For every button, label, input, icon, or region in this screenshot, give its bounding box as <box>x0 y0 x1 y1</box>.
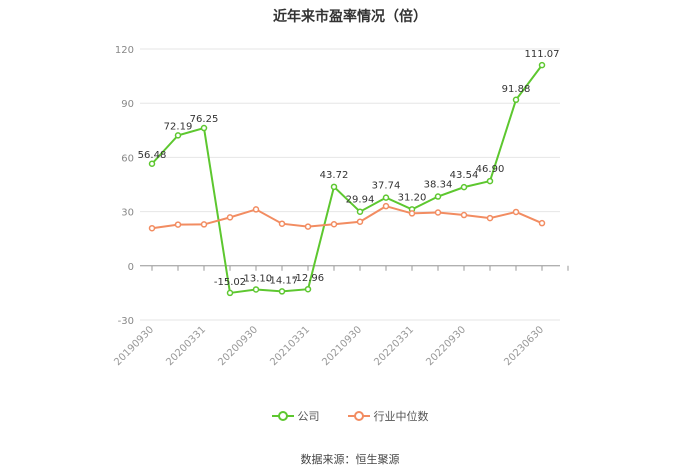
industry-median-data-point <box>538 219 546 227</box>
company-data-point <box>486 177 494 185</box>
company-data-point <box>148 160 156 168</box>
legend-item-company[interactable]: 公司 <box>271 408 320 424</box>
x-tick-label: 20210930 <box>320 324 364 368</box>
legend-industry-median-label: 行业中位数 <box>373 410 429 423</box>
x-tick-label: 20200331 <box>164 324 208 368</box>
x-tick-label: 20230630 <box>502 324 546 368</box>
industry-median-data-point <box>278 220 286 227</box>
x-tick-label: 20220930 <box>424 324 468 368</box>
industry-median-data-point <box>486 214 494 222</box>
company-data-point <box>330 183 338 191</box>
y-tick-label: -30 <box>118 316 134 327</box>
company-data-label: 72.19 <box>164 121 193 132</box>
company-data-point <box>304 285 312 293</box>
company-data-label: -12.96 <box>292 273 324 284</box>
y-tick-label: 30 <box>121 208 134 219</box>
industry-median-data-point <box>408 210 416 217</box>
company-data-label: -14.17 <box>266 275 298 286</box>
company-data-point <box>538 61 546 69</box>
company-data-label: 76.25 <box>190 114 219 125</box>
y-tick-label: 120 <box>115 45 134 56</box>
industry-median-data-point <box>226 214 234 221</box>
x-tick-label: 20210331 <box>268 324 312 368</box>
company-data-label: 43.72 <box>320 170 349 181</box>
company-data-label: -15.02 <box>214 277 246 288</box>
company-data-point <box>382 194 390 201</box>
legend: 公司 行业中位数 <box>0 408 700 424</box>
company-data-label: -13.10 <box>240 273 272 284</box>
company-data-point <box>278 288 286 295</box>
industry-median-data-point <box>304 223 312 230</box>
company-data-point <box>460 183 468 191</box>
y-tick-label: 90 <box>121 99 134 110</box>
y-tick-label: 60 <box>121 153 134 164</box>
industry-median-series-line <box>151 205 543 230</box>
company-data-label: 37.74 <box>372 181 401 192</box>
company-data-label: 56.48 <box>138 150 167 161</box>
industry-median-data-point <box>330 220 338 228</box>
industry-median-data-point <box>148 224 156 232</box>
company-data-point <box>356 208 364 215</box>
company-data-point <box>200 124 208 132</box>
industry-median-data-point <box>382 202 390 210</box>
industry-median-data-point <box>356 218 364 225</box>
company-data-label: 111.07 <box>525 49 560 60</box>
company-data-point <box>434 193 442 200</box>
industry-median-data-point <box>200 221 208 228</box>
company-data-label: 43.54 <box>450 170 479 181</box>
legend-company-icon <box>271 411 294 421</box>
legend-industry-median-icon <box>347 411 370 421</box>
company-data-label: 46.90 <box>476 164 505 175</box>
company-data-label: 31.20 <box>398 192 427 203</box>
industry-median-data-point <box>434 209 442 216</box>
x-tick-label: 20200930 <box>216 324 260 368</box>
industry-median-data-point <box>174 221 182 228</box>
chart-title: 近年来市盈率情况（倍） <box>273 9 427 25</box>
source-note: 数据来源：恒生聚源 <box>300 453 400 466</box>
x-tick-label: 20190930 <box>112 324 156 368</box>
company-data-label: 91.88 <box>502 84 531 95</box>
company-data-point <box>226 289 234 297</box>
company-data-label: 29.94 <box>346 195 375 206</box>
x-tick-label: 20220331 <box>372 324 416 368</box>
company-data-point <box>512 96 520 104</box>
legend-item-industry-median[interactable]: 行业中位数 <box>347 408 429 424</box>
y-tick-label: 0 <box>128 262 134 273</box>
industry-median-data-point <box>460 211 468 219</box>
company-data-label: 38.34 <box>424 180 453 191</box>
industry-median-data-point <box>512 208 520 216</box>
company-data-point <box>252 286 260 293</box>
company-series-line <box>151 64 543 295</box>
company-data-point <box>174 132 182 139</box>
legend-company-label: 公司 <box>297 410 320 423</box>
industry-median-data-point <box>252 206 260 213</box>
